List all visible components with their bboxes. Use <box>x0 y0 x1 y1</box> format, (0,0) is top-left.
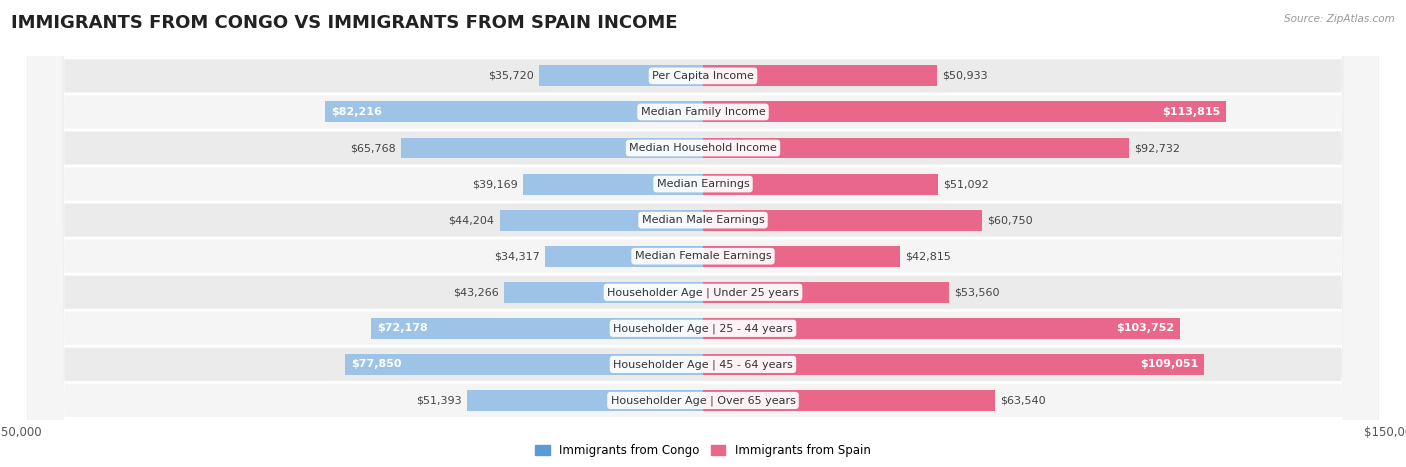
Bar <box>546 246 703 267</box>
Text: $42,815: $42,815 <box>905 251 950 261</box>
FancyBboxPatch shape <box>28 0 1378 467</box>
Text: Median Earnings: Median Earnings <box>657 179 749 189</box>
Text: $44,204: $44,204 <box>449 215 495 225</box>
Bar <box>703 101 1226 122</box>
Bar <box>703 246 900 267</box>
FancyBboxPatch shape <box>28 0 1378 467</box>
Bar <box>346 354 703 375</box>
Bar <box>703 390 995 411</box>
Bar <box>371 318 703 339</box>
Text: Median Male Earnings: Median Male Earnings <box>641 215 765 225</box>
Text: Householder Age | Over 65 years: Householder Age | Over 65 years <box>610 395 796 406</box>
Bar <box>703 65 936 86</box>
Bar <box>538 65 703 86</box>
Text: $92,732: $92,732 <box>1135 143 1181 153</box>
Bar <box>501 210 703 231</box>
FancyBboxPatch shape <box>28 0 1378 467</box>
Text: Per Capita Income: Per Capita Income <box>652 71 754 81</box>
Text: $113,815: $113,815 <box>1161 107 1220 117</box>
Text: $43,266: $43,266 <box>453 287 499 297</box>
Bar <box>703 174 938 195</box>
FancyBboxPatch shape <box>28 0 1378 467</box>
Text: Source: ZipAtlas.com: Source: ZipAtlas.com <box>1284 14 1395 24</box>
FancyBboxPatch shape <box>28 0 1378 467</box>
Text: $51,393: $51,393 <box>416 396 461 405</box>
Text: $53,560: $53,560 <box>955 287 1000 297</box>
Bar <box>523 174 703 195</box>
FancyBboxPatch shape <box>28 0 1378 467</box>
Text: Householder Age | Under 25 years: Householder Age | Under 25 years <box>607 287 799 297</box>
FancyBboxPatch shape <box>28 0 1378 467</box>
Bar <box>467 390 703 411</box>
Text: $65,768: $65,768 <box>350 143 395 153</box>
Text: $39,169: $39,169 <box>472 179 517 189</box>
Text: $77,850: $77,850 <box>352 360 402 369</box>
Text: Median Female Earnings: Median Female Earnings <box>634 251 772 261</box>
FancyBboxPatch shape <box>28 0 1378 467</box>
Text: $60,750: $60,750 <box>987 215 1033 225</box>
Text: Householder Age | 25 - 44 years: Householder Age | 25 - 44 years <box>613 323 793 333</box>
Legend: Immigrants from Congo, Immigrants from Spain: Immigrants from Congo, Immigrants from S… <box>530 439 876 462</box>
Text: Median Family Income: Median Family Income <box>641 107 765 117</box>
Text: $34,317: $34,317 <box>494 251 540 261</box>
Bar <box>703 282 949 303</box>
FancyBboxPatch shape <box>28 0 1378 467</box>
Bar <box>703 138 1129 158</box>
Text: $35,720: $35,720 <box>488 71 533 81</box>
Text: $72,178: $72,178 <box>377 323 427 333</box>
Bar <box>703 354 1204 375</box>
Text: IMMIGRANTS FROM CONGO VS IMMIGRANTS FROM SPAIN INCOME: IMMIGRANTS FROM CONGO VS IMMIGRANTS FROM… <box>11 14 678 32</box>
Text: $82,216: $82,216 <box>330 107 382 117</box>
Bar <box>703 210 981 231</box>
Bar <box>505 282 703 303</box>
Text: Median Household Income: Median Household Income <box>628 143 778 153</box>
Bar <box>401 138 703 158</box>
Text: $109,051: $109,051 <box>1140 360 1198 369</box>
Text: $63,540: $63,540 <box>1000 396 1046 405</box>
Text: $50,933: $50,933 <box>942 71 988 81</box>
Text: $103,752: $103,752 <box>1116 323 1174 333</box>
Text: Householder Age | 45 - 64 years: Householder Age | 45 - 64 years <box>613 359 793 370</box>
Bar <box>325 101 703 122</box>
Bar <box>703 318 1180 339</box>
FancyBboxPatch shape <box>28 0 1378 467</box>
Text: $51,092: $51,092 <box>943 179 988 189</box>
